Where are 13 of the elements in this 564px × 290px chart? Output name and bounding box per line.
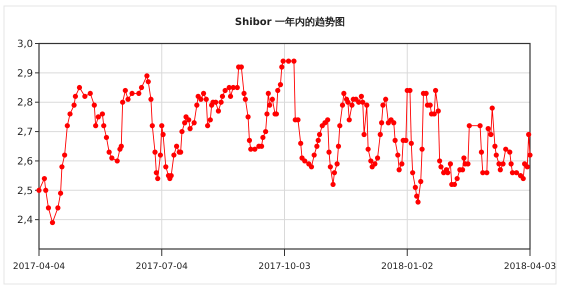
x-tick-label: 2018-04-03 [504,262,556,272]
y-tick-label: 2,8 [17,98,33,109]
y-tick-label: 2,9 [17,68,33,80]
y-tick-label: 2,7 [17,127,33,138]
x-tick-label: 2017-04-04 [12,262,66,272]
x-tick-label: 2018-01-02 [381,262,434,272]
y-tick-label: 2,4 [17,215,33,226]
x-tick-label: 2017-10-03 [258,262,311,272]
chart-title: Shibor 一年内的趋势图 [234,16,346,28]
y-tick-label: 2,5 [17,186,33,197]
y-tick-label: 2,6 [17,156,33,168]
y-tick-label: 3,0 [17,39,33,50]
x-tick-label: 2017-07-04 [136,262,188,272]
